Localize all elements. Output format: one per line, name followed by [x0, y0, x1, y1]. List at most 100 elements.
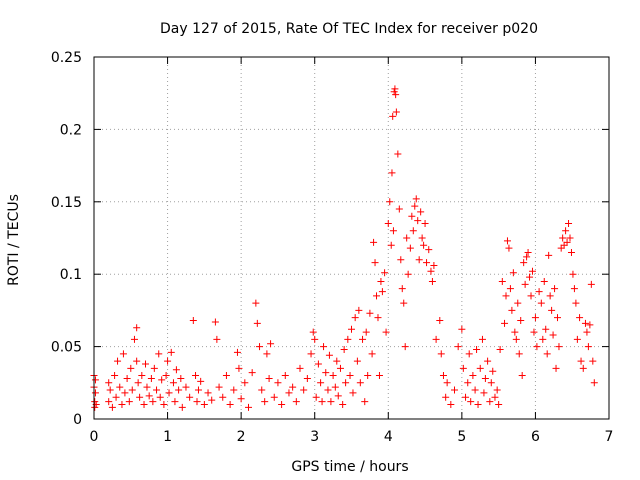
- data-point: [178, 403, 186, 411]
- data-point: [182, 383, 190, 391]
- data-point: [133, 324, 141, 332]
- data-point: [91, 376, 99, 384]
- y-tick-label: 0.15: [51, 195, 82, 211]
- data-point: [505, 244, 513, 252]
- data-point: [531, 314, 539, 322]
- data-point: [557, 244, 565, 252]
- data-point: [267, 340, 275, 348]
- data-point: [469, 372, 477, 380]
- data-point: [194, 386, 202, 394]
- data-point: [548, 306, 556, 314]
- x-tick-label: 0: [90, 429, 99, 445]
- data-point: [565, 220, 573, 228]
- data-point: [403, 234, 411, 242]
- data-point: [480, 389, 488, 397]
- x-tick-label: 1: [163, 429, 172, 445]
- data-point: [502, 292, 510, 300]
- data-point: [388, 169, 396, 177]
- data-point: [175, 386, 183, 394]
- data-point: [589, 357, 597, 365]
- data-point: [478, 335, 486, 343]
- data-point: [496, 345, 504, 353]
- data-point: [356, 379, 364, 387]
- data-point: [368, 350, 376, 358]
- data-point: [197, 377, 205, 385]
- data-point: [509, 269, 517, 277]
- data-point: [576, 314, 584, 322]
- data-point: [349, 389, 357, 397]
- chart-title: Day 127 of 2015, Rate Of TEC Index for r…: [160, 21, 538, 37]
- data-point: [215, 383, 223, 391]
- x-tick-label: 7: [605, 429, 614, 445]
- data-point: [566, 234, 574, 242]
- data-point: [577, 357, 585, 365]
- data-point: [253, 319, 261, 327]
- data-point: [164, 357, 172, 365]
- data-point: [374, 314, 382, 322]
- data-point: [252, 299, 260, 307]
- data-point: [476, 364, 484, 372]
- data-point: [394, 150, 402, 158]
- data-point: [401, 343, 409, 351]
- data-point: [111, 372, 119, 380]
- data-point: [473, 345, 481, 353]
- data-point: [329, 372, 337, 380]
- data-point: [464, 379, 472, 387]
- data-point: [169, 379, 177, 387]
- data-point: [454, 343, 462, 351]
- data-point: [171, 398, 179, 406]
- data-point: [147, 374, 155, 382]
- data-point: [387, 241, 395, 249]
- data-point: [344, 335, 352, 343]
- data-point: [145, 392, 153, 400]
- data-point: [265, 374, 273, 382]
- data-point: [526, 273, 534, 281]
- data-point: [123, 374, 131, 382]
- data-point: [309, 328, 317, 336]
- data-point: [261, 398, 269, 406]
- data-point: [370, 238, 378, 246]
- data-point: [177, 374, 185, 382]
- data-point: [364, 372, 372, 380]
- data-point: [584, 343, 592, 351]
- data-point: [590, 379, 598, 387]
- data-point: [314, 360, 322, 368]
- data-point: [415, 256, 423, 264]
- x-tick-label: 6: [531, 429, 540, 445]
- data-point: [200, 401, 208, 409]
- data-point: [116, 383, 124, 391]
- y-tick-label: 0.1: [60, 267, 82, 283]
- data-point: [481, 374, 489, 382]
- data-point: [458, 325, 466, 333]
- data-point: [128, 386, 136, 394]
- data-point: [540, 277, 548, 285]
- data-point: [570, 285, 578, 293]
- data-point: [586, 321, 594, 329]
- data-point: [300, 386, 308, 394]
- data-point: [322, 369, 330, 377]
- data-point: [406, 244, 414, 252]
- data-point: [535, 288, 543, 296]
- data-point: [559, 234, 567, 242]
- data-point: [339, 401, 347, 409]
- data-point: [172, 366, 180, 374]
- data-point: [495, 401, 503, 409]
- data-point: [397, 256, 405, 264]
- data-point: [296, 364, 304, 372]
- x-axis-label: GPS time / hours: [291, 459, 408, 475]
- x-tick-label: 5: [457, 429, 466, 445]
- data-point: [156, 393, 164, 401]
- data-point: [506, 285, 514, 293]
- data-point: [501, 319, 509, 327]
- data-point: [408, 212, 416, 220]
- data-point: [459, 364, 467, 372]
- data-point: [324, 386, 332, 394]
- data-point: [451, 386, 458, 394]
- data-point: [353, 357, 361, 365]
- data-point: [542, 325, 550, 333]
- data-point: [498, 277, 506, 285]
- data-point: [270, 393, 278, 401]
- data-point: [346, 372, 354, 380]
- data-point: [418, 234, 426, 242]
- data-point: [508, 306, 516, 314]
